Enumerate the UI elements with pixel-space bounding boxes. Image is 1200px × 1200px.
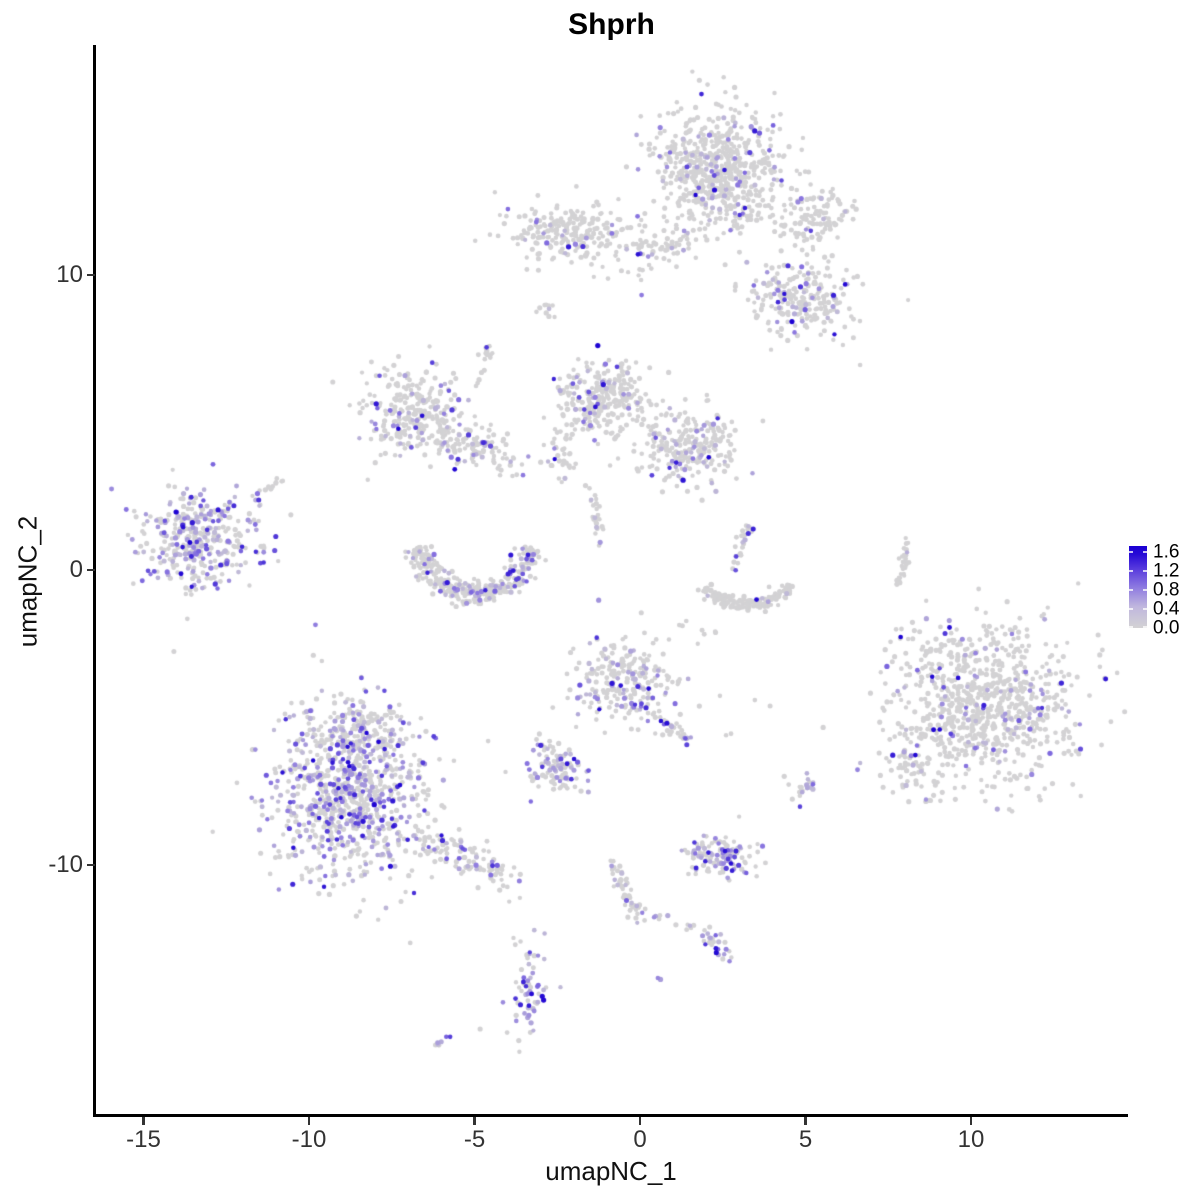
x-tick-label: 10 [957, 1126, 985, 1153]
legend-tick-notch [1129, 626, 1133, 628]
legend-tick-label: 1.2 [1153, 560, 1180, 582]
legend-tick-notch [1143, 570, 1147, 572]
legend-tick-notch [1143, 626, 1147, 628]
x-tick-label: -10 [291, 1126, 327, 1153]
legend-tick-notch [1129, 551, 1133, 553]
y-tick-label: 0 [69, 556, 83, 583]
x-tick-mark [969, 1117, 973, 1125]
y-axis-title: umapNC_2 [12, 515, 43, 648]
legend-tick-notch [1129, 608, 1133, 610]
legend-tick-notch [1129, 589, 1133, 591]
legend-tick-label: 0.0 [1153, 617, 1180, 639]
x-tick-mark [473, 1117, 476, 1125]
legend-tick-notch [1129, 570, 1133, 572]
x-tick-mark [804, 1117, 807, 1125]
y-tick-mark [87, 568, 95, 572]
y-tick-mark [87, 863, 95, 867]
legend-tick-label: 0.4 [1153, 598, 1180, 620]
legend-tick-notch [1143, 551, 1147, 553]
y-tick-label: 10 [56, 261, 83, 288]
legend-tick-notch [1143, 608, 1147, 610]
x-tick-label: -15 [126, 1126, 161, 1153]
x-tick-label: 5 [798, 1126, 813, 1153]
x-tick-mark [142, 1117, 145, 1125]
legend-tick-label: 1.6 [1153, 541, 1180, 563]
y-axis-line [93, 45, 96, 1117]
legend-colorbar [1129, 546, 1147, 628]
y-tick-label: -10 [48, 851, 83, 878]
legend-tick-label: 0.8 [1153, 579, 1180, 601]
x-axis-line [93, 1114, 1128, 1117]
x-tick-mark [307, 1117, 311, 1125]
legend-tick-notch [1143, 589, 1147, 591]
x-tick-mark [638, 1117, 642, 1125]
x-axis-title: umapNC_1 [545, 1156, 677, 1186]
expression-legend: 1.6 1.2 0.8 0.4 0.0 [1129, 541, 1200, 638]
plot-title: Shprh [568, 8, 655, 41]
y-tick-mark [87, 273, 95, 277]
x-tick-label: 0 [633, 1126, 647, 1153]
x-tick-label: -5 [463, 1126, 486, 1153]
